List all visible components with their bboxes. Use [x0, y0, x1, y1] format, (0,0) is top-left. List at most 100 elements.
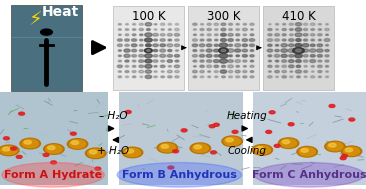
Circle shape [208, 76, 211, 78]
Circle shape [296, 60, 301, 63]
Circle shape [325, 60, 329, 62]
Circle shape [174, 65, 180, 68]
Circle shape [341, 146, 362, 156]
Text: Form B Anhydrous: Form B Anhydrous [122, 170, 237, 180]
Circle shape [193, 50, 197, 52]
Circle shape [276, 23, 279, 25]
Circle shape [139, 23, 143, 25]
Circle shape [118, 55, 122, 57]
Circle shape [235, 60, 240, 63]
Circle shape [132, 23, 136, 25]
Circle shape [269, 111, 275, 114]
Circle shape [132, 70, 136, 73]
Circle shape [145, 49, 152, 53]
Circle shape [207, 39, 211, 41]
Circle shape [242, 44, 247, 47]
Circle shape [193, 70, 197, 73]
Circle shape [252, 145, 273, 155]
Circle shape [324, 39, 330, 42]
FancyBboxPatch shape [253, 92, 366, 185]
Circle shape [192, 44, 198, 47]
Circle shape [318, 23, 321, 25]
Circle shape [318, 39, 321, 41]
Circle shape [318, 34, 322, 36]
Circle shape [193, 39, 197, 41]
Circle shape [193, 34, 197, 36]
Circle shape [282, 70, 287, 73]
Circle shape [214, 55, 219, 57]
Circle shape [125, 76, 129, 78]
Text: 410 K: 410 K [281, 10, 315, 23]
Circle shape [236, 76, 240, 78]
Circle shape [268, 28, 272, 31]
Circle shape [311, 39, 314, 41]
Circle shape [175, 50, 179, 51]
Circle shape [154, 39, 157, 41]
Circle shape [206, 54, 212, 57]
Circle shape [132, 39, 137, 41]
Circle shape [283, 23, 286, 25]
FancyBboxPatch shape [119, 92, 243, 185]
Circle shape [167, 60, 172, 62]
FancyBboxPatch shape [263, 6, 334, 90]
Circle shape [276, 76, 279, 77]
Circle shape [175, 70, 179, 73]
Circle shape [167, 44, 173, 47]
Circle shape [51, 161, 56, 164]
Circle shape [317, 49, 323, 52]
Text: – H₂O: – H₂O [99, 111, 128, 121]
Circle shape [139, 34, 143, 36]
Circle shape [132, 60, 136, 62]
Circle shape [295, 33, 302, 37]
Circle shape [200, 76, 204, 78]
Circle shape [221, 65, 225, 67]
Circle shape [220, 70, 227, 73]
Circle shape [70, 132, 76, 135]
Circle shape [304, 76, 307, 77]
Circle shape [243, 23, 247, 25]
Circle shape [161, 76, 165, 78]
Circle shape [282, 34, 286, 36]
Circle shape [267, 49, 273, 52]
Circle shape [235, 44, 241, 47]
Circle shape [173, 150, 179, 153]
Circle shape [289, 54, 294, 57]
Circle shape [1, 146, 17, 155]
Circle shape [117, 65, 122, 68]
Circle shape [200, 60, 204, 62]
Circle shape [302, 44, 309, 47]
Circle shape [249, 39, 255, 41]
Circle shape [118, 71, 122, 72]
Circle shape [325, 45, 329, 46]
Circle shape [89, 150, 97, 154]
Circle shape [250, 76, 254, 78]
Circle shape [125, 110, 131, 113]
Circle shape [175, 39, 179, 41]
Circle shape [199, 44, 205, 47]
Circle shape [303, 23, 308, 25]
Circle shape [242, 39, 247, 41]
Circle shape [310, 34, 315, 36]
Circle shape [303, 33, 308, 36]
Circle shape [304, 70, 307, 73]
Circle shape [242, 49, 247, 52]
Circle shape [214, 44, 219, 46]
Circle shape [303, 55, 308, 57]
Circle shape [346, 148, 353, 152]
Circle shape [250, 60, 254, 62]
Circle shape [145, 75, 152, 78]
Circle shape [24, 140, 31, 144]
Circle shape [209, 125, 215, 128]
Circle shape [219, 48, 228, 53]
Circle shape [125, 65, 129, 67]
Circle shape [288, 123, 294, 126]
Circle shape [326, 34, 328, 36]
Text: 100 K: 100 K [132, 10, 165, 23]
Circle shape [125, 34, 129, 36]
Circle shape [295, 28, 302, 31]
Circle shape [290, 71, 293, 72]
Circle shape [48, 146, 55, 150]
Circle shape [200, 39, 204, 41]
Circle shape [125, 44, 129, 46]
Circle shape [242, 28, 247, 31]
